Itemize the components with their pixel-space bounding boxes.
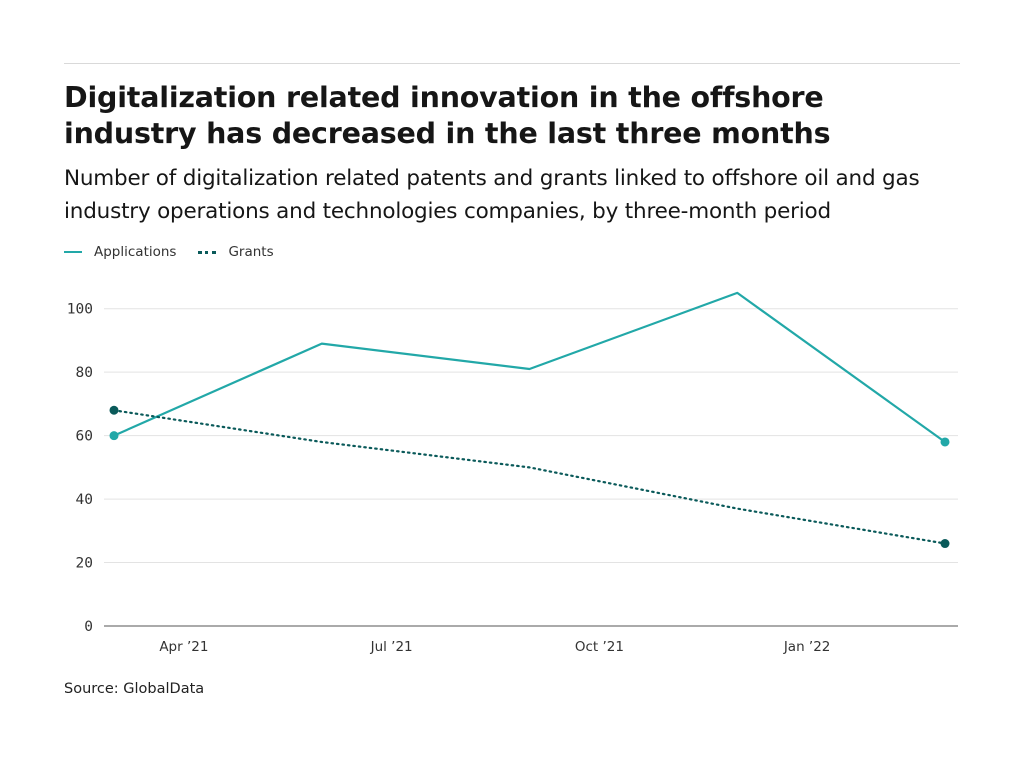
legend-item-grants: Grants	[198, 244, 274, 260]
series-point-grants-0	[109, 405, 119, 415]
series-point-applications-0	[109, 431, 119, 441]
legend-label-grants: Grants	[228, 244, 274, 260]
series-point-applications-4	[940, 437, 950, 447]
chart-subtitle: Number of digitalization related patents…	[64, 166, 920, 224]
series-line-grants	[112, 409, 947, 545]
y-tick-label-20: 20	[76, 556, 93, 572]
chart-title: Digitalization related innovation in the…	[64, 81, 831, 150]
x-tick-label-3: Jan ’22	[783, 639, 831, 655]
legend-swatch-applications	[64, 251, 82, 253]
x-tick-label-1: Jul ’21	[370, 639, 413, 655]
y-tick-label-60: 60	[76, 429, 93, 445]
source-note: Source: GlobalData	[64, 681, 205, 697]
y-tick-label-100: 100	[67, 302, 93, 318]
y-tick-label-0: 0	[84, 619, 93, 635]
legend-item-applications: Applications	[64, 244, 176, 260]
y-tick-label-40: 40	[76, 492, 93, 508]
y-tick-label-80: 80	[76, 365, 93, 381]
series-point-grants-4	[940, 539, 950, 549]
legend-label-applications: Applications	[94, 244, 177, 260]
legend-swatch-grants	[198, 250, 217, 254]
top-divider	[64, 63, 960, 64]
x-tick-label-0: Apr ’21	[159, 639, 208, 655]
legend: Applications Grants	[64, 242, 296, 262]
x-tick-label-2: Oct ’21	[575, 639, 624, 655]
series-line-applications	[113, 291, 946, 443]
